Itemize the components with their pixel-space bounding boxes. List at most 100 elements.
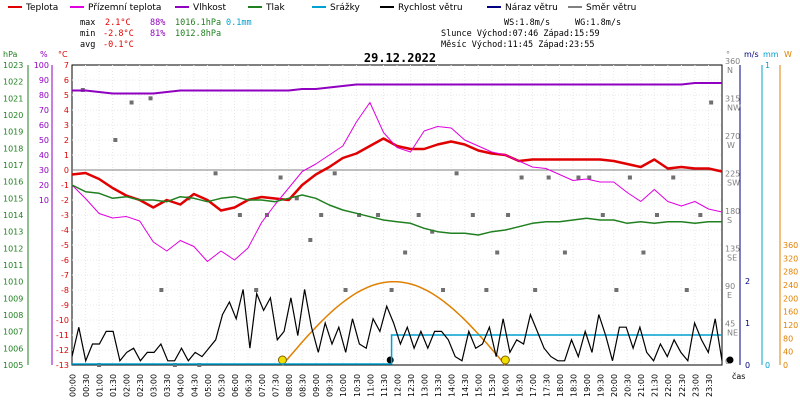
tick-deg: 360 [725, 57, 740, 66]
tick-hpa: 1022 [3, 78, 23, 87]
legend-label: Rychlost větru [398, 3, 463, 13]
wind-dir-point [129, 100, 134, 105]
tick-time: 19:30 [597, 374, 606, 397]
tick-time: 15:00 [475, 374, 484, 397]
tick-pct: 10 [39, 196, 49, 205]
tick-temp: -5 [61, 241, 69, 250]
tick-time: 23:30 [705, 374, 714, 397]
tick-dir: NW [727, 104, 741, 113]
stat-min-label: min [80, 29, 95, 39]
tick-dir: NE [727, 329, 738, 338]
stat-max-temp: 2.1°C [105, 18, 131, 28]
stat-avg-temp: -0.1°C [103, 40, 134, 50]
tick-dir: E [727, 291, 732, 300]
axis-label-time: čas [732, 371, 745, 381]
tick-hpa: 1014 [3, 211, 23, 220]
sunrise-icon [277, 355, 287, 365]
tick-deg: 225 [725, 170, 740, 179]
tick-temp: -11 [56, 331, 69, 340]
wind-dir-point [319, 213, 324, 217]
wind-dir-point [113, 138, 118, 142]
wind-dir-point [197, 363, 202, 367]
wind-dir-point [576, 175, 581, 180]
tick-deg: 315 [725, 95, 740, 104]
tick-time: 18:30 [569, 374, 578, 397]
tick-hpa: 1020 [3, 111, 23, 120]
moonset-icon [726, 356, 734, 364]
tick-time: 04:30 [190, 374, 199, 397]
legend-label: Srážky [330, 3, 361, 13]
tick-time: 08:00 [285, 374, 294, 397]
legend-label: Směr větru [586, 3, 636, 13]
wind-dir-point [454, 171, 459, 176]
wind-dir-point [470, 213, 475, 217]
tick-hpa: 1008 [3, 311, 23, 320]
wind-dir-point [308, 238, 313, 242]
tick-ms: 0 [745, 361, 750, 370]
rain-line [72, 334, 722, 365]
tick-time: 10:30 [353, 374, 362, 397]
tick-hpa: 1006 [3, 344, 23, 353]
wind-dir-point [600, 213, 605, 217]
tick-time: 18:00 [556, 374, 565, 397]
tick-time: 13:30 [434, 374, 443, 397]
tick-temp: -4 [61, 226, 69, 235]
tick-dir: N [727, 66, 733, 75]
tick-time: 05:30 [217, 374, 226, 397]
tick-w: 80 [783, 334, 793, 343]
tick-time: 15:30 [488, 374, 497, 397]
tick-time: 22:00 [664, 374, 673, 397]
tick-time: 20:30 [624, 374, 633, 397]
tick-w: 280 [783, 268, 798, 277]
tick-time: 16:00 [502, 374, 511, 397]
axis-label-temp: °C [58, 50, 68, 59]
tick-time: 08:30 [299, 374, 308, 397]
tick-time: 23:00 [691, 374, 700, 397]
chart-legend: Teplota Přízemní teplota Vlhkost Tlak Srážky… [8, 3, 636, 13]
wind-dir-point [587, 175, 592, 180]
chart-title: 29.12.2022 [364, 51, 436, 65]
wind-dir-point [684, 288, 689, 292]
tick-temp: 3 [64, 121, 69, 130]
wind-dir-point [389, 288, 394, 292]
stat-min-hum: 81% [150, 29, 165, 39]
tick-time: 13:00 [420, 374, 429, 397]
tick-hpa: 1011 [3, 261, 23, 270]
stat-max-label: max [80, 18, 95, 28]
tick-mm: 1 [765, 61, 770, 70]
tick-temp: -6 [61, 256, 69, 265]
tick-deg: 90 [725, 282, 735, 291]
wind-dir-point [376, 213, 381, 217]
axis-label-w: W [784, 50, 792, 59]
tick-hpa: 1010 [3, 278, 23, 287]
tick-hpa: 1016 [3, 178, 23, 187]
tick-temp: 7 [64, 61, 69, 70]
wind-dir-point [546, 175, 551, 180]
stat-wg: WG:1.8m/s [575, 18, 621, 28]
stat-min-temp: -2.8°C [103, 29, 134, 39]
series-line-teplota [71, 137, 723, 212]
tick-w: 40 [783, 348, 793, 357]
stat-max-rain: 0.1mm [226, 18, 252, 28]
tick-w: 360 [783, 241, 798, 250]
tick-time: 09:00 [312, 374, 321, 397]
tick-time: 21:30 [651, 374, 660, 397]
tick-deg: 135 [725, 245, 740, 254]
wind-dir-point [533, 288, 538, 292]
chart-grid [71, 64, 723, 366]
axis-label-deg: ° [726, 50, 730, 59]
tick-time: 07:30 [272, 374, 281, 397]
series-line-vlhkost [72, 82, 722, 95]
tick-time: 19:00 [583, 374, 592, 397]
tick-time: 03:00 [150, 374, 159, 397]
wind-dir-point [519, 175, 524, 180]
tick-pct: 30 [39, 166, 49, 175]
sunset-icon [500, 355, 510, 365]
tick-pct: 60 [39, 121, 49, 130]
tick-hpa: 1021 [3, 94, 23, 103]
legend-label: Náraz větru [505, 3, 558, 13]
stat-max-hum: 88% [150, 18, 165, 28]
chart-plot [71, 82, 734, 367]
wind-dir-point [357, 213, 362, 217]
